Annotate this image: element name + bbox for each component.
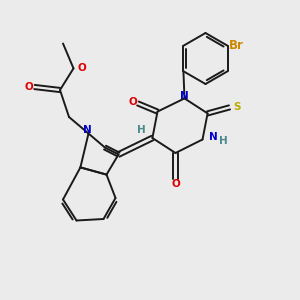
- Text: N: N: [82, 125, 91, 135]
- Text: Br: Br: [229, 39, 244, 52]
- Text: N: N: [209, 132, 218, 142]
- Text: O: O: [77, 63, 86, 74]
- Text: O: O: [128, 97, 137, 107]
- Text: N: N: [180, 91, 189, 101]
- Text: S: S: [233, 102, 241, 112]
- Text: O: O: [171, 179, 180, 189]
- Text: O: O: [25, 82, 34, 92]
- Text: H: H: [219, 136, 227, 146]
- Text: H: H: [136, 124, 146, 135]
